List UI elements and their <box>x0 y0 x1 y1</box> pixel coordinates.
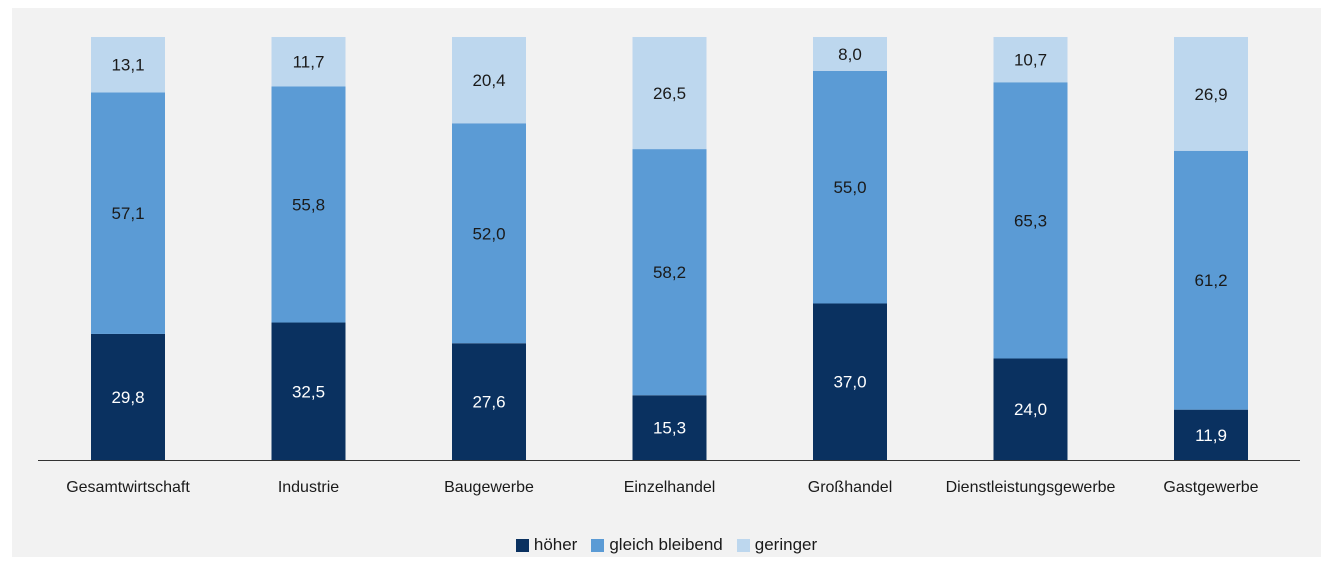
data-label: 24,0 <box>1014 400 1047 419</box>
bar-segment <box>91 333 165 460</box>
category-label: Industrie <box>278 479 339 496</box>
bar-segment <box>1174 409 1248 460</box>
bar-segment <box>452 37 526 124</box>
bar-segment <box>993 82 1068 359</box>
data-label: 11,7 <box>293 53 325 72</box>
category-label: Einzelhandel <box>624 479 716 496</box>
data-label: 20,4 <box>472 71 505 90</box>
bar-segment <box>813 70 887 304</box>
data-label: 32,5 <box>292 382 325 401</box>
bar-segment <box>993 37 1068 83</box>
legend-item-hoeher: höher <box>515 535 578 555</box>
category-label: Großhandel <box>808 479 893 496</box>
bar-segment <box>271 86 346 323</box>
bar-segment <box>452 123 526 344</box>
category-label: Gastgewerbe <box>1163 479 1258 496</box>
data-label: 8,0 <box>838 45 862 64</box>
category-label: Gesamtwirtschaft <box>66 479 190 496</box>
data-label: 37,0 <box>833 373 866 392</box>
legend-item-geringer: geringer <box>736 535 818 555</box>
bar-segment <box>632 37 707 150</box>
legend-swatch-geringer <box>736 538 750 552</box>
data-label: 26,5 <box>653 84 686 103</box>
bar-segment <box>271 37 346 87</box>
data-label: 61,2 <box>1194 271 1227 290</box>
bar-segment <box>1174 150 1248 410</box>
legend-swatch-hoeher <box>515 538 529 552</box>
legend-label-hoeher: höher <box>533 535 578 554</box>
legend-label-geringer: geringer <box>754 535 818 554</box>
bar-segment <box>632 395 707 460</box>
bar-segment <box>271 322 346 460</box>
bar-segment <box>813 37 887 71</box>
data-label: 15,3 <box>653 419 686 438</box>
bar-segment <box>813 303 887 460</box>
data-label: 27,6 <box>472 393 505 412</box>
data-label: 29,8 <box>111 388 144 407</box>
bar-segment <box>632 149 707 396</box>
data-label: 65,3 <box>1014 211 1047 230</box>
bar-segment <box>91 37 165 93</box>
bar-segment <box>91 92 165 334</box>
data-label: 57,1 <box>111 204 144 223</box>
data-label: 11,9 <box>1195 426 1227 445</box>
data-label: 13,1 <box>111 56 144 75</box>
bar-segment <box>1174 37 1248 151</box>
data-label: 26,9 <box>1194 85 1227 104</box>
legend-label-gleich-bleibend: gleich bleibend <box>609 535 723 554</box>
bar-segment <box>993 358 1068 460</box>
category-label: Baugewerbe <box>444 479 534 496</box>
data-label: 10,7 <box>1014 51 1047 70</box>
legend-item-gleich-bleibend: gleich bleibend <box>591 535 723 555</box>
data-label: 55,0 <box>833 178 866 197</box>
data-label: 52,0 <box>472 224 505 243</box>
category-label: Dienstleistungsgewerbe <box>946 479 1116 496</box>
data-label: 58,2 <box>653 263 686 282</box>
bar-segment <box>452 343 526 460</box>
legend: höher gleich bleibend geringer <box>0 535 1333 555</box>
data-label: 55,8 <box>292 196 325 215</box>
legend-swatch-gleich-bleibend <box>591 538 605 552</box>
